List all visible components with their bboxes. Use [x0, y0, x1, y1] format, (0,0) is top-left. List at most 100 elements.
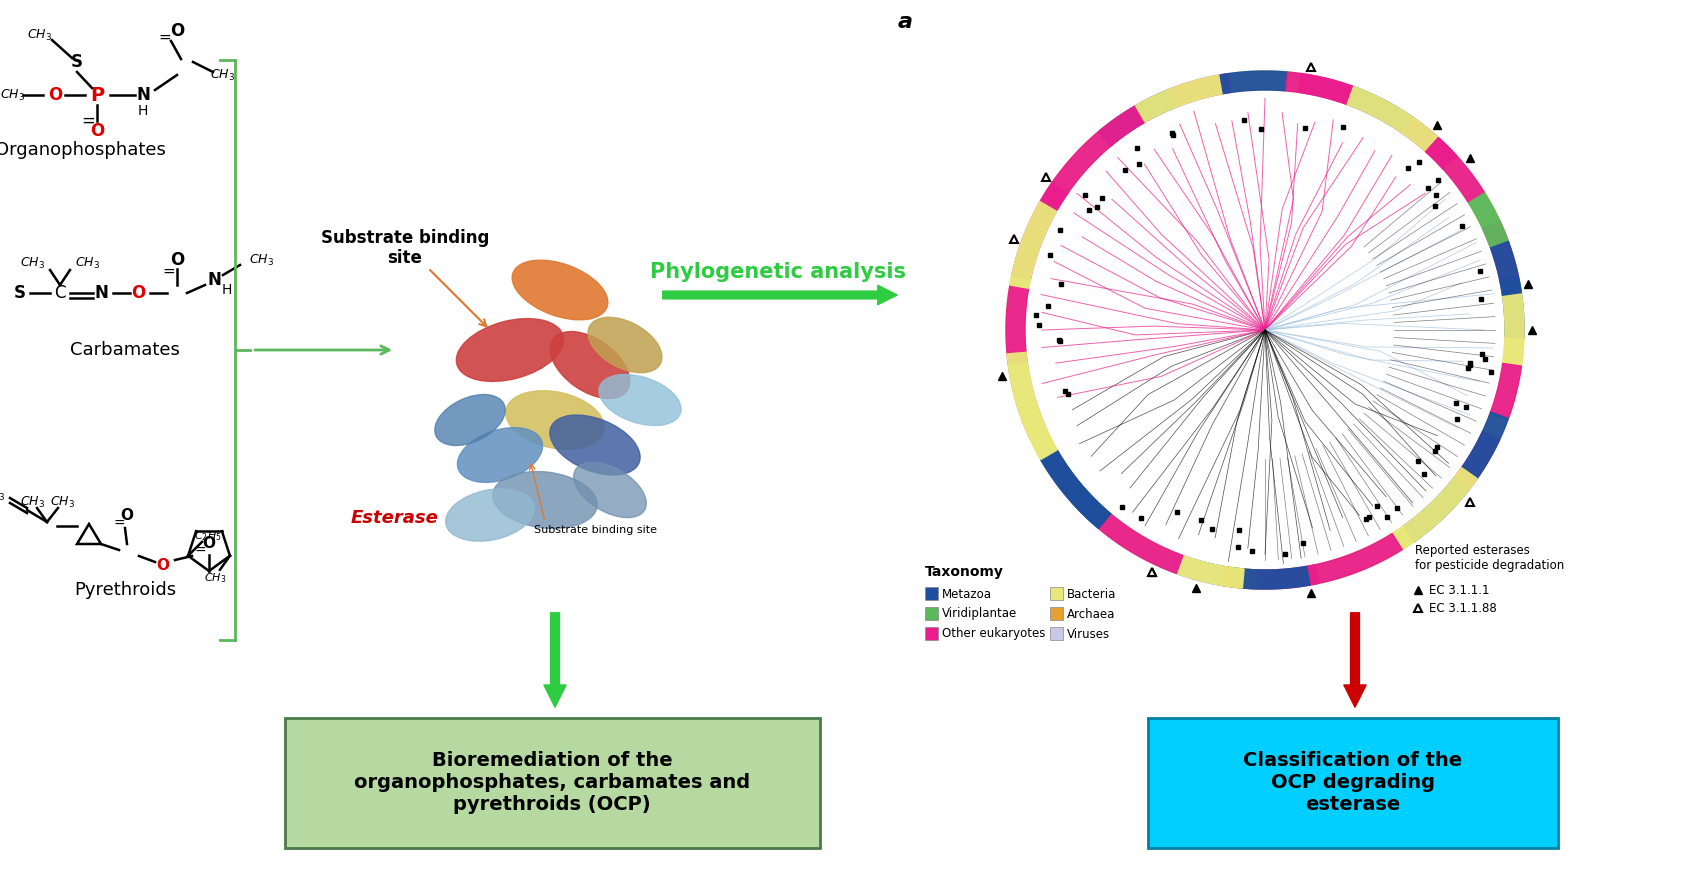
Ellipse shape	[549, 415, 640, 475]
Text: O: O	[48, 86, 63, 104]
Text: Organophosphates: Organophosphates	[0, 141, 165, 159]
Polygon shape	[1242, 566, 1310, 589]
Polygon shape	[1347, 87, 1414, 134]
Text: $CH_3$: $CH_3$	[27, 27, 53, 43]
Ellipse shape	[505, 391, 604, 449]
Text: S: S	[14, 284, 26, 302]
Ellipse shape	[458, 428, 543, 482]
FancyBboxPatch shape	[1148, 718, 1558, 848]
Polygon shape	[1298, 74, 1354, 105]
Text: O: O	[202, 535, 216, 550]
Text: H: H	[221, 283, 233, 297]
Polygon shape	[1403, 118, 1458, 169]
Text: =: =	[158, 29, 172, 44]
Ellipse shape	[435, 394, 505, 446]
Text: $CH_3$: $CH_3$	[204, 571, 226, 585]
Polygon shape	[1007, 351, 1048, 439]
Text: Bacteria: Bacteria	[1067, 587, 1116, 601]
Polygon shape	[1169, 553, 1223, 585]
Polygon shape	[1106, 519, 1257, 589]
Polygon shape	[1454, 431, 1500, 489]
Polygon shape	[1391, 468, 1476, 549]
Text: $CH_3$: $CH_3$	[0, 88, 26, 103]
Text: C: C	[54, 284, 66, 302]
Polygon shape	[1403, 478, 1470, 542]
Text: O: O	[170, 22, 184, 40]
Polygon shape	[1099, 514, 1182, 573]
Text: $C_2H_5$: $C_2H_5$	[194, 529, 221, 543]
Polygon shape	[1177, 556, 1243, 588]
Polygon shape	[1012, 182, 1068, 280]
Text: N: N	[208, 271, 221, 289]
Text: N: N	[136, 86, 150, 104]
Text: Esterase: Esterase	[350, 509, 439, 527]
Polygon shape	[1220, 71, 1288, 94]
Text: Substrate binding site: Substrate binding site	[534, 525, 657, 535]
Polygon shape	[1306, 533, 1402, 585]
Polygon shape	[1041, 450, 1111, 528]
Polygon shape	[1005, 276, 1031, 353]
Polygon shape	[1425, 137, 1485, 203]
Polygon shape	[1444, 157, 1500, 229]
Polygon shape	[1005, 285, 1029, 353]
Text: S: S	[71, 53, 83, 71]
Text: Other eukaryotes: Other eukaryotes	[942, 627, 1046, 641]
Polygon shape	[1468, 193, 1509, 248]
Text: $CH_3$: $CH_3$	[248, 253, 274, 268]
FancyBboxPatch shape	[925, 587, 937, 600]
Polygon shape	[1490, 363, 1521, 418]
Text: N: N	[94, 284, 107, 302]
Polygon shape	[1169, 74, 1232, 107]
Text: $CH_3$: $CH_3$	[211, 67, 235, 82]
Text: O: O	[121, 509, 133, 524]
Text: EC 3.1.1.1: EC 3.1.1.1	[1429, 584, 1490, 596]
Polygon shape	[1347, 87, 1439, 152]
Polygon shape	[1010, 200, 1056, 288]
Text: Viruses: Viruses	[1067, 627, 1111, 641]
FancyBboxPatch shape	[1050, 627, 1063, 640]
Polygon shape	[1099, 89, 1175, 146]
FancyBboxPatch shape	[1050, 587, 1063, 600]
Polygon shape	[1461, 412, 1509, 478]
Text: Bioremediation of the
organophosphates, carbamates and
pyrethroids (OCP): Bioremediation of the organophosphates, …	[354, 751, 750, 814]
Polygon shape	[1053, 132, 1111, 192]
Text: Classification of the
OCP degrading
esterase: Classification of the OCP degrading este…	[1243, 751, 1463, 814]
Polygon shape	[1007, 351, 1056, 460]
Polygon shape	[1483, 221, 1519, 280]
Polygon shape	[1041, 450, 1111, 528]
Text: Archaea: Archaea	[1067, 608, 1116, 620]
Ellipse shape	[456, 319, 563, 381]
Text: Substrate binding
site: Substrate binding site	[321, 229, 490, 268]
Text: O: O	[90, 122, 104, 140]
Text: EC 3.1.1.88: EC 3.1.1.88	[1429, 602, 1497, 615]
Ellipse shape	[493, 471, 597, 529]
Polygon shape	[1031, 431, 1087, 503]
Polygon shape	[1228, 71, 1301, 92]
Polygon shape	[1500, 276, 1524, 339]
Ellipse shape	[512, 260, 607, 320]
Text: $CH_3$: $CH_3$	[51, 494, 75, 509]
FancyBboxPatch shape	[1050, 607, 1063, 620]
Text: =: =	[114, 517, 124, 531]
Polygon shape	[1136, 75, 1223, 122]
Text: $CH_3$: $CH_3$	[20, 255, 44, 270]
Text: a: a	[898, 12, 912, 32]
Polygon shape	[1220, 566, 1257, 589]
Polygon shape	[1073, 491, 1118, 534]
Polygon shape	[1099, 514, 1175, 570]
Polygon shape	[1286, 72, 1354, 105]
FancyBboxPatch shape	[925, 607, 937, 620]
Text: O: O	[170, 251, 184, 269]
FancyBboxPatch shape	[925, 627, 937, 640]
Ellipse shape	[599, 375, 680, 425]
Text: $CH_3$: $CH_3$	[0, 487, 5, 502]
FancyBboxPatch shape	[286, 718, 820, 848]
Text: Taxonomy: Taxonomy	[925, 565, 1004, 579]
Text: P: P	[90, 86, 104, 105]
Text: Reported esterases
for pesticide degradation: Reported esterases for pesticide degrada…	[1415, 544, 1565, 572]
Text: H: H	[138, 104, 148, 118]
Polygon shape	[1255, 564, 1318, 589]
Text: O: O	[156, 557, 170, 572]
Text: Metazoa: Metazoa	[942, 587, 992, 601]
Ellipse shape	[589, 317, 662, 373]
